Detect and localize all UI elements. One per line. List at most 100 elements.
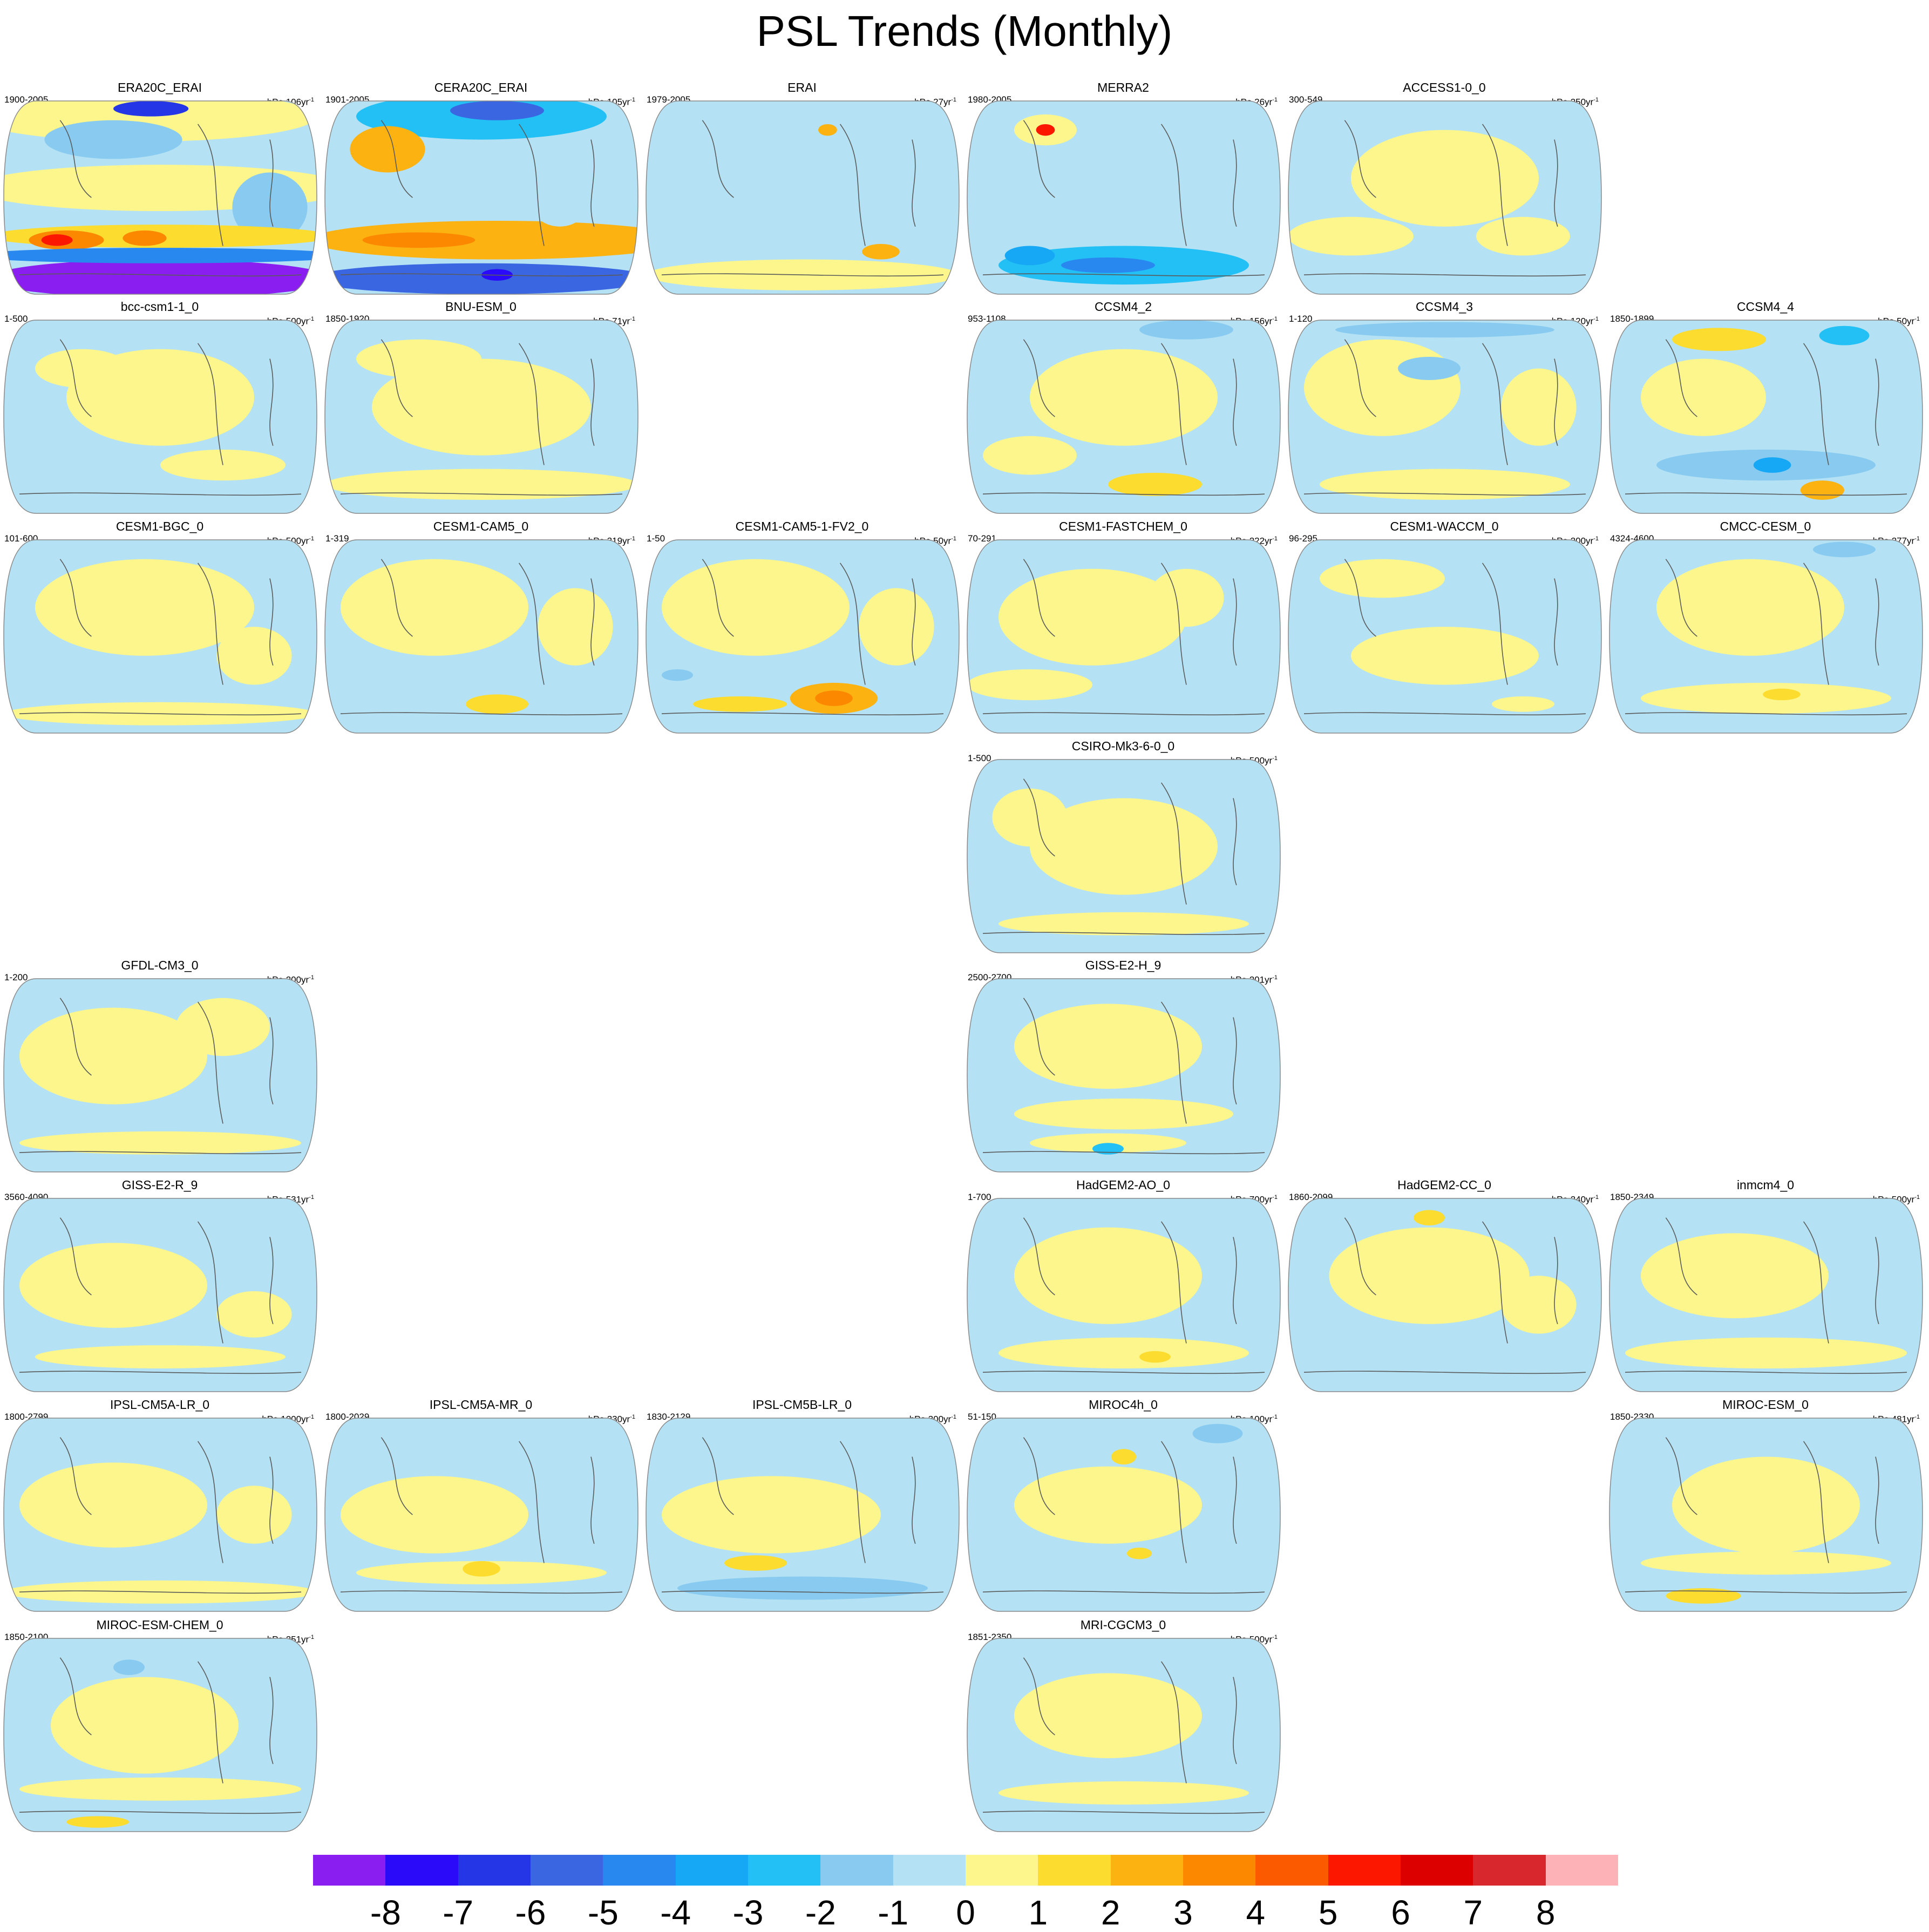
trend-contour [983,436,1077,475]
coastline [590,1456,595,1544]
robinson-map [967,1198,1281,1392]
panel-title: MIROC-ESM_0 [1722,1398,1809,1412]
coastline [197,124,223,246]
coastline [19,712,302,716]
coastline [1482,1221,1508,1344]
coastline [1554,578,1558,666]
trend-contour [1351,627,1539,685]
coastline [381,120,413,198]
coastline [518,124,545,246]
trend-contour [1111,1449,1137,1465]
map-border [324,100,639,295]
trend-contour [1139,320,1233,340]
coastline [1023,1657,1055,1736]
trend-contour [1641,682,1891,714]
coastline [1160,562,1187,685]
colorbar-tick-label: 2 [1101,1893,1120,1932]
trend-contour [113,101,189,117]
coastline [839,1441,866,1563]
trend-contour [4,248,317,263]
colorbar-tick-label: -8 [370,1893,401,1932]
coastline [1625,1590,1907,1594]
coastline [59,120,92,198]
trend-contour [818,124,837,136]
colorbar-tick-label: -6 [515,1893,546,1932]
panel-years: 1-200 [4,972,28,982]
coastline [912,1456,916,1544]
colorbar-tick-label: 6 [1391,1893,1410,1932]
map-border [3,1418,317,1612]
robinson-map [3,539,317,734]
coastline [340,492,623,496]
colorbar-tick-label: 0 [956,1893,975,1932]
trend-contour [362,232,476,248]
trend-contour [66,1816,129,1828]
trend-contour [1139,1351,1171,1363]
trend-contour [662,1476,881,1554]
trend-contour [1672,328,1766,351]
colorbar-swatch [313,1855,386,1886]
robinson-map [967,100,1281,295]
coastline [197,1001,223,1124]
colorbar-swatch [385,1855,459,1886]
coastline [19,1371,302,1374]
map-border [324,1418,639,1612]
panel-title: inmcm4_0 [1736,1178,1795,1192]
colorbar-swatch [820,1855,894,1886]
coastline [59,1657,92,1736]
trend-contour [176,998,270,1056]
robinson-map [324,320,639,514]
robinson-map [3,320,317,514]
coastline [1554,1237,1558,1324]
coastline [381,1437,413,1515]
coastline [1160,1441,1187,1563]
panel-title: GISS-E2-H_9 [1085,958,1162,972]
coastline [269,1017,274,1104]
map-border [967,1638,1281,1832]
coastline [702,120,734,198]
trend-contour [1092,130,1218,188]
trend-contour [1672,1456,1860,1554]
trend-contour [1398,357,1461,380]
map-panel: CCSM4_31-120hPa 120yr-1 [1286,299,1603,514]
robinson-map [1609,1418,1923,1612]
map-border [1288,1198,1602,1392]
colorbar-tick-label: -4 [660,1893,691,1932]
trend-contour [216,627,292,685]
panel-title: CESM1-CAM5-1-FV2_0 [735,519,869,533]
trend-contour [1476,216,1570,256]
panel-years: 1-50 [647,533,665,544]
trend-contour [862,243,900,260]
panel-title: CERA20C_ERAI [434,80,528,94]
coastline [59,1217,92,1296]
trend-contour [999,1781,1249,1805]
panel-title: IPSL-CM5A-LR_0 [110,1398,210,1412]
coastline [197,1661,223,1784]
coastline [269,578,274,666]
trend-contour [815,690,853,706]
trend-contour [1126,1547,1152,1560]
panel-years: 1-120 [1289,314,1313,324]
map-border [3,320,317,514]
trend-contour [1004,246,1055,266]
colorbar-swatch [1401,1855,1473,1886]
trend-contour [1014,1004,1202,1089]
trend-contour [859,588,934,666]
panel-title: IPSL-CM5A-MR_0 [429,1398,533,1412]
coastline [518,562,545,685]
coastline [1344,1217,1376,1296]
panel-title: MIROC-ESM-CHEM_0 [96,1618,223,1632]
trend-contour [677,1576,928,1600]
robinson-map [967,320,1281,514]
map-border [324,539,639,734]
trend-contour [1320,559,1445,598]
map-border [967,539,1281,734]
trend-contour [19,1131,301,1155]
coastline [982,712,1265,716]
trend-contour [1641,358,1766,436]
